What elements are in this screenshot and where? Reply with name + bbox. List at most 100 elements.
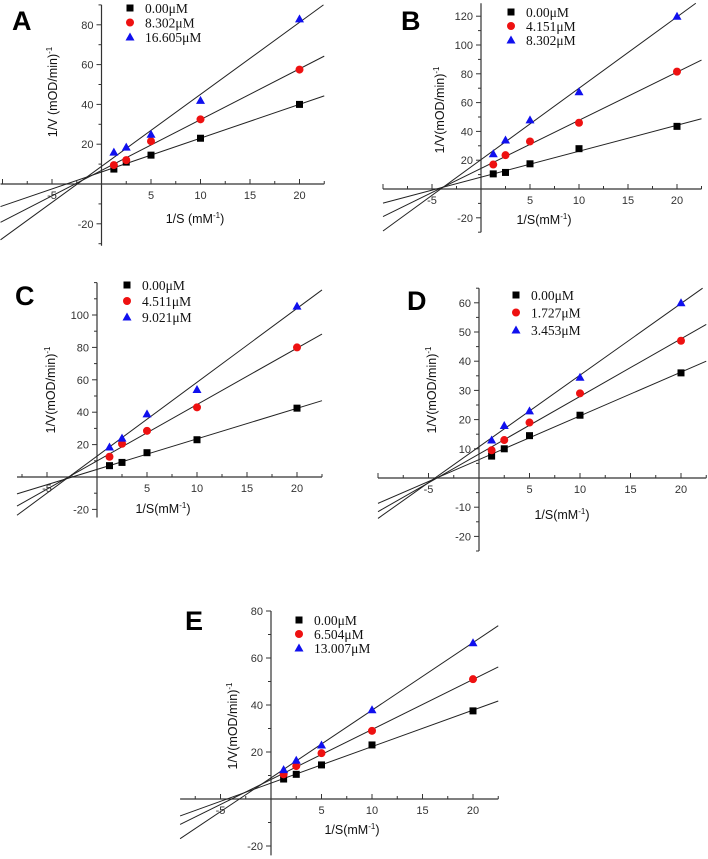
data-point-series-2 xyxy=(575,372,585,381)
legend-marker-triangle xyxy=(511,325,521,334)
legend-marker-circle xyxy=(123,297,131,305)
fit-line-series-0 xyxy=(0,95,325,208)
legend-marker-circle xyxy=(295,630,303,638)
panel-letter: A xyxy=(12,6,32,36)
data-point-series-1 xyxy=(293,343,301,352)
panel-c: -55101520-20204060801000.00μM4.511μM9.02… xyxy=(15,278,323,518)
y-axis-label: 1/V (mOD/min)-1 xyxy=(45,46,60,137)
y-tick-label: 120 xyxy=(455,11,473,23)
data-point-series-1 xyxy=(489,160,498,169)
data-point-series-2 xyxy=(117,433,127,442)
data-point-series-0 xyxy=(143,449,151,457)
x-tick-label: 5 xyxy=(526,484,532,496)
data-point-series-1 xyxy=(677,336,685,345)
fit-line-series-1 xyxy=(377,323,707,513)
y-tick-label: -20 xyxy=(247,841,263,853)
y-tick-label: -20 xyxy=(73,504,89,516)
data-point-series-2 xyxy=(142,409,152,418)
fit-line-series-0 xyxy=(382,118,702,204)
panel-letter: C xyxy=(15,281,35,311)
y-tick-label: 40 xyxy=(77,407,89,419)
x-tick-label: 15 xyxy=(624,484,636,496)
x-axis-label: 1/S(mM-1) xyxy=(534,507,589,522)
legend-label: 0.00μM xyxy=(314,613,357,628)
y-axis-label: 1/V(mOD/min)-1 xyxy=(225,682,240,770)
fit-line-series-2 xyxy=(16,289,323,516)
data-point-series-0 xyxy=(193,436,201,444)
data-point-series-2 xyxy=(196,95,205,104)
data-point-series-2 xyxy=(146,129,156,138)
data-point-series-0 xyxy=(280,775,288,783)
x-axis-label-end: ) xyxy=(220,212,224,226)
y-tick-label: 40 xyxy=(81,99,93,111)
data-point-series-0 xyxy=(673,122,681,130)
data-point-series-0 xyxy=(575,145,583,153)
y-axis-label-sup: -1 xyxy=(225,682,234,690)
data-point-series-1 xyxy=(525,418,534,427)
x-axis-label-sup: -1 xyxy=(578,507,586,516)
fit-line-series-1 xyxy=(16,333,323,507)
x-tick-label: 5 xyxy=(148,190,154,202)
y-tick-label: 20 xyxy=(81,139,93,151)
x-axis-label-end: ) xyxy=(375,823,379,837)
panel-letter: D xyxy=(407,286,427,316)
x-tick-label: 20 xyxy=(293,190,305,202)
legend-label: 6.504μM xyxy=(314,627,364,642)
legend-marker-square xyxy=(123,281,131,289)
fit-line-series-2 xyxy=(382,2,697,232)
legend-marker-triangle xyxy=(506,35,516,44)
data-point-series-1 xyxy=(143,426,151,435)
data-point-series-1 xyxy=(147,137,155,146)
x-axis-label-text: 1/S (mM xyxy=(166,212,213,226)
data-point-series-0 xyxy=(197,134,204,142)
x-axis-label-text: 1/S(mM xyxy=(135,502,179,516)
legend-marker-square xyxy=(126,4,134,12)
x-axis-label-sup: -1 xyxy=(179,501,187,510)
x-tick-label: 20 xyxy=(467,805,479,817)
data-point-series-2 xyxy=(367,705,377,714)
data-point-series-1 xyxy=(122,156,131,165)
legend-marker-square xyxy=(295,616,303,624)
y-axis-label-text: 1/V(mOD/min) xyxy=(425,354,439,434)
fit-line-series-1 xyxy=(382,59,702,218)
data-point-series-2 xyxy=(487,435,497,444)
data-point-series-0 xyxy=(489,170,497,178)
data-point-series-0 xyxy=(368,741,376,749)
fit-line-series-2 xyxy=(179,625,499,840)
data-point-series-2 xyxy=(676,298,686,307)
data-point-series-2 xyxy=(192,385,202,394)
y-axis-label-text: 1/V (mOD/min) xyxy=(46,54,60,137)
data-point-series-1 xyxy=(575,118,583,127)
x-tick-label: 15 xyxy=(416,805,428,817)
x-axis-label-sup: -1 xyxy=(213,211,221,220)
y-tick-label: 10 xyxy=(459,444,471,456)
x-axis-label-sup: -1 xyxy=(560,212,568,221)
legend-marker-square xyxy=(507,8,515,16)
x-tick-label: 20 xyxy=(291,483,303,495)
x-tick-label: -5 xyxy=(424,484,434,496)
legend-marker-circle xyxy=(512,308,520,317)
x-tick-label: 10 xyxy=(573,195,585,207)
y-axis-label: 1/V(mOD/min)-1 xyxy=(43,346,58,434)
data-point-series-2 xyxy=(121,142,131,151)
x-tick-label: 10 xyxy=(191,483,203,495)
y-tick-label: 40 xyxy=(459,356,471,368)
y-tick-label: 40 xyxy=(251,700,263,712)
x-tick-label: -5 xyxy=(427,195,437,207)
data-point-series-1 xyxy=(469,675,477,684)
data-point-series-0 xyxy=(296,100,303,108)
fit-line-series-2 xyxy=(0,4,324,241)
legend-label: 3.453μM xyxy=(531,323,581,338)
data-point-series-2 xyxy=(468,638,478,647)
x-axis-label-end: ) xyxy=(585,508,589,522)
data-point-series-2 xyxy=(488,149,498,158)
y-axis-label-text: 1/V(mOD/min) xyxy=(433,74,447,154)
legend-label: 0.00μM xyxy=(142,278,185,293)
data-point-series-1 xyxy=(501,151,510,160)
data-point-series-2 xyxy=(295,14,304,23)
x-axis-label-text: 1/S(mM xyxy=(324,823,368,837)
y-tick-label: 20 xyxy=(251,747,263,759)
fit-line-series-2 xyxy=(377,287,703,519)
